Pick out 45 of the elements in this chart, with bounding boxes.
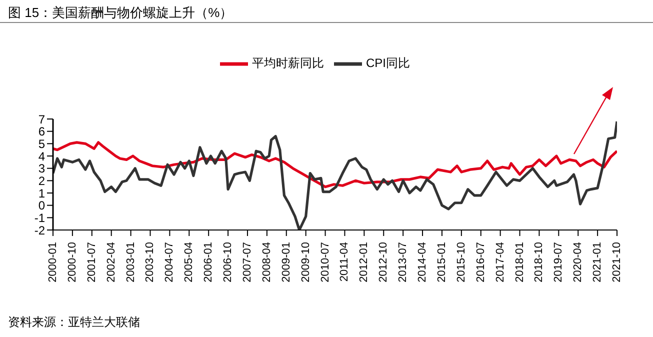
y-tick-label: 0 [38,198,46,213]
x-tick-label: 2000-10 [66,242,78,282]
x-tick-label: 2013-07 [397,242,410,282]
x-tick-label: 2009-01 [280,242,292,282]
x-tick-label: 2012-10 [378,242,390,282]
chart-title: 图 15：美国薪酬与物价螺旋上升（%） [8,4,233,22]
x-tick-label: 2015-01 [436,242,448,282]
x-tick-label: 2001-07 [86,242,98,282]
x-tick-label: 2004-07 [164,242,176,282]
x-tick-label: 2014-04 [416,242,429,282]
x-tick-label: 2008-04 [260,242,273,282]
x-tick-label: 2002-04 [105,242,118,282]
x-tick-label: 2005-04 [183,242,196,282]
x-tick-label: 2018-01 [514,242,526,282]
y-tick-label: 4 [38,149,46,164]
x-tick-label: 2019-07 [552,242,565,282]
x-tick-label: 2003-10 [144,242,156,282]
x-tick-label: 2021-10 [611,242,623,282]
x-tick-label: 2018-10 [533,242,546,282]
y-tick-label: 2 [38,174,46,188]
x-tick-label: 2009-10 [300,242,312,282]
x-tick-label: 2000-01 [47,242,59,282]
x-tick-label: 2021-01 [592,242,604,282]
text: 资料来源：亚特兰大联储 [8,314,140,331]
line-series [53,141,617,188]
y-tick-label: 1 [38,186,46,200]
x-tick-label: 2011-04 [338,242,351,282]
x-tick-label: 2020-04 [572,242,584,282]
x-tick-label: 2015-10 [455,242,468,282]
x-tick-label: 2012-01 [358,242,370,282]
y-tick-label: 5 [38,136,46,151]
x-tick-label: 2007-07 [241,242,254,282]
y-tick-label: 6 [38,124,46,139]
y-tick-label: 7 [38,112,46,126]
x-tick-label: 2003-01 [124,242,137,282]
legend-label: CPI同比 [366,56,410,70]
y-tick-label: -1 [34,210,46,225]
x-tick-label: 2006-10 [222,242,234,282]
legend-label: 平均时薪同比 [252,56,324,70]
x-tick-label: 2017-04 [494,242,506,282]
x-tick-label: 2006-01 [202,242,215,282]
x-tick-label: 2016-07 [474,242,487,282]
y-tick-label: -2 [34,223,46,238]
x-tick-label: 2010-07 [319,242,332,282]
y-tick-label: 3 [38,162,46,176]
